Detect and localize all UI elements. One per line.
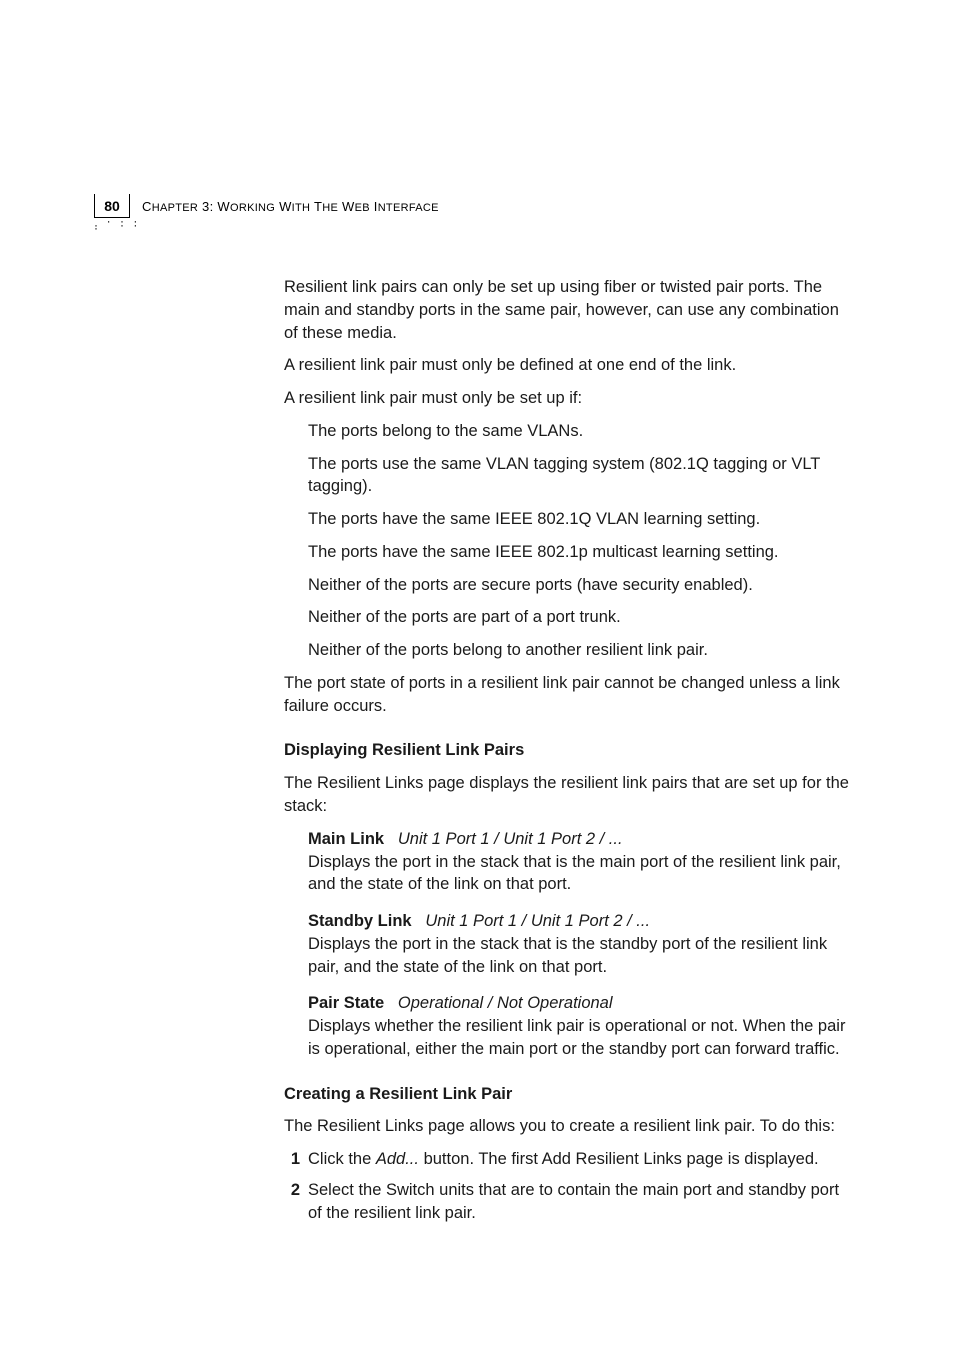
- bullet-item: Neither of the ports belong to another r…: [308, 639, 856, 662]
- page-content: Resilient link pairs can only be set up …: [284, 276, 856, 1233]
- bullet-item: The ports have the same IEEE 802.1p mult…: [308, 541, 856, 564]
- intro-paragraph: A resilient link pair must only be defin…: [284, 354, 856, 377]
- definition-options: Operational / Not Operational: [398, 994, 613, 1012]
- button-reference: Add...: [376, 1150, 419, 1168]
- step-number: 2: [284, 1179, 308, 1225]
- chapter-header-text: CHAPTER 3: WORKING WITH THE WEB INTERFAC…: [142, 199, 439, 214]
- bullet-item: The ports belong to the same VLANs.: [308, 420, 856, 443]
- step-text: Click the Add... button. The first Add R…: [308, 1148, 856, 1171]
- definition-item: Main Link Unit 1 Port 1 / Unit 1 Port 2 …: [308, 828, 856, 896]
- intro-paragraph: A resilient link pair must only be set u…: [284, 387, 856, 410]
- definition-options: Unit 1 Port 1 / Unit 1 Port 2 / ...: [425, 912, 650, 930]
- definition-description: Displays the port in the stack that is t…: [308, 853, 841, 894]
- step-number: 1: [284, 1148, 308, 1171]
- definition-description: Displays whether the resilient link pair…: [308, 1017, 845, 1058]
- chapter-header: CHAPTER 3: WORKING WITH THE WEB INTERFAC…: [142, 199, 439, 214]
- page-number: 80: [104, 198, 120, 214]
- bullet-item: Neither of the ports are secure ports (h…: [308, 574, 856, 597]
- definition-term: Standby Link: [308, 912, 412, 930]
- section-heading: Creating a Resilient Link Pair: [284, 1083, 856, 1106]
- bullet-item: The ports use the same VLAN tagging syst…: [308, 453, 856, 499]
- step-item: 2 Select the Switch units that are to co…: [284, 1179, 856, 1225]
- definition-item: Standby Link Unit 1 Port 1 / Unit 1 Port…: [308, 910, 856, 978]
- definition-term: Main Link: [308, 830, 384, 848]
- definition-item: Pair State Operational / Not Operational…: [308, 992, 856, 1060]
- section-heading: Displaying Resilient Link Pairs: [284, 739, 856, 762]
- step-text: Select the Switch units that are to cont…: [308, 1179, 856, 1225]
- decorative-dots-icon: · · · · · · ·: [94, 220, 140, 231]
- definition-options: Unit 1 Port 1 / Unit 1 Port 2 / ...: [398, 830, 623, 848]
- section-lead: The Resilient Links page displays the re…: [284, 772, 856, 818]
- bullet-item: The ports have the same IEEE 802.1Q VLAN…: [308, 508, 856, 531]
- step-item: 1 Click the Add... button. The first Add…: [284, 1148, 856, 1171]
- intro-paragraph: Resilient link pairs can only be set up …: [284, 276, 856, 344]
- intro-paragraph: The port state of ports in a resilient l…: [284, 672, 856, 718]
- definition-description: Displays the port in the stack that is t…: [308, 935, 827, 976]
- bullet-item: Neither of the ports are part of a port …: [308, 606, 856, 629]
- definition-term: Pair State: [308, 994, 384, 1012]
- section-lead: The Resilient Links page allows you to c…: [284, 1115, 856, 1138]
